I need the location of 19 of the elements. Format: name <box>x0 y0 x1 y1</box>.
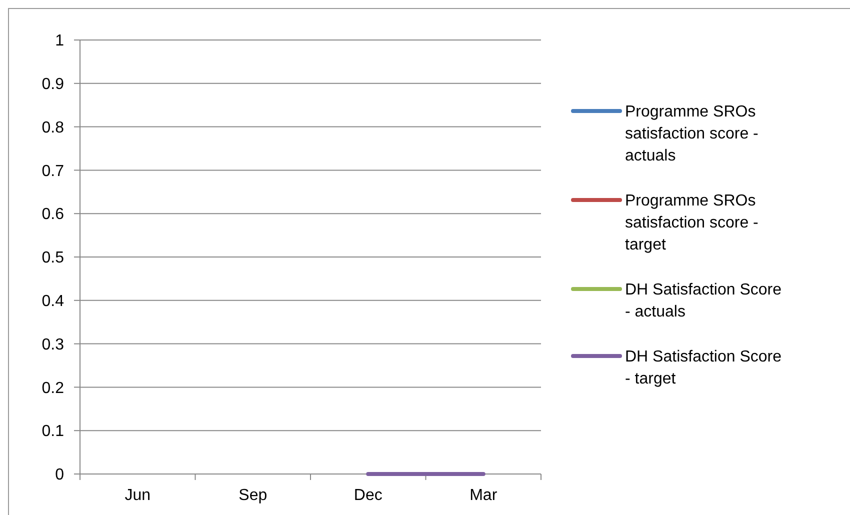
x-tick-label: Mar <box>470 487 498 504</box>
y-tick-label: 0.5 <box>42 250 64 267</box>
x-tick-label: Dec <box>354 487 382 504</box>
y-tick-label: 0.9 <box>42 76 64 93</box>
y-tick-label: 0.7 <box>42 162 64 180</box>
y-tick-label: 0.3 <box>42 336 64 354</box>
legend-label: Programme SROs satisfaction score - actuals <box>625 104 758 165</box>
x-tick-label: Jun <box>124 487 151 504</box>
y-tick-label: 0.1 <box>42 423 64 440</box>
y-tick-label: 0.8 <box>42 119 64 136</box>
y-tick-label: 0.4 <box>42 293 64 310</box>
legend-label: DH Satisfaction Score - target <box>625 348 782 388</box>
legend-label: Programme SROs satisfaction score - target <box>625 192 758 254</box>
legend-label: DH Satisfaction Score - actuals <box>625 282 782 321</box>
y-tick-label: 0.2 <box>42 380 64 397</box>
y-tick-label: 0 <box>55 466 64 484</box>
x-tick-label: Sep <box>238 487 268 504</box>
y-tick-label: 1 <box>55 32 64 50</box>
y-tick-label: 0.6 <box>42 206 64 224</box>
